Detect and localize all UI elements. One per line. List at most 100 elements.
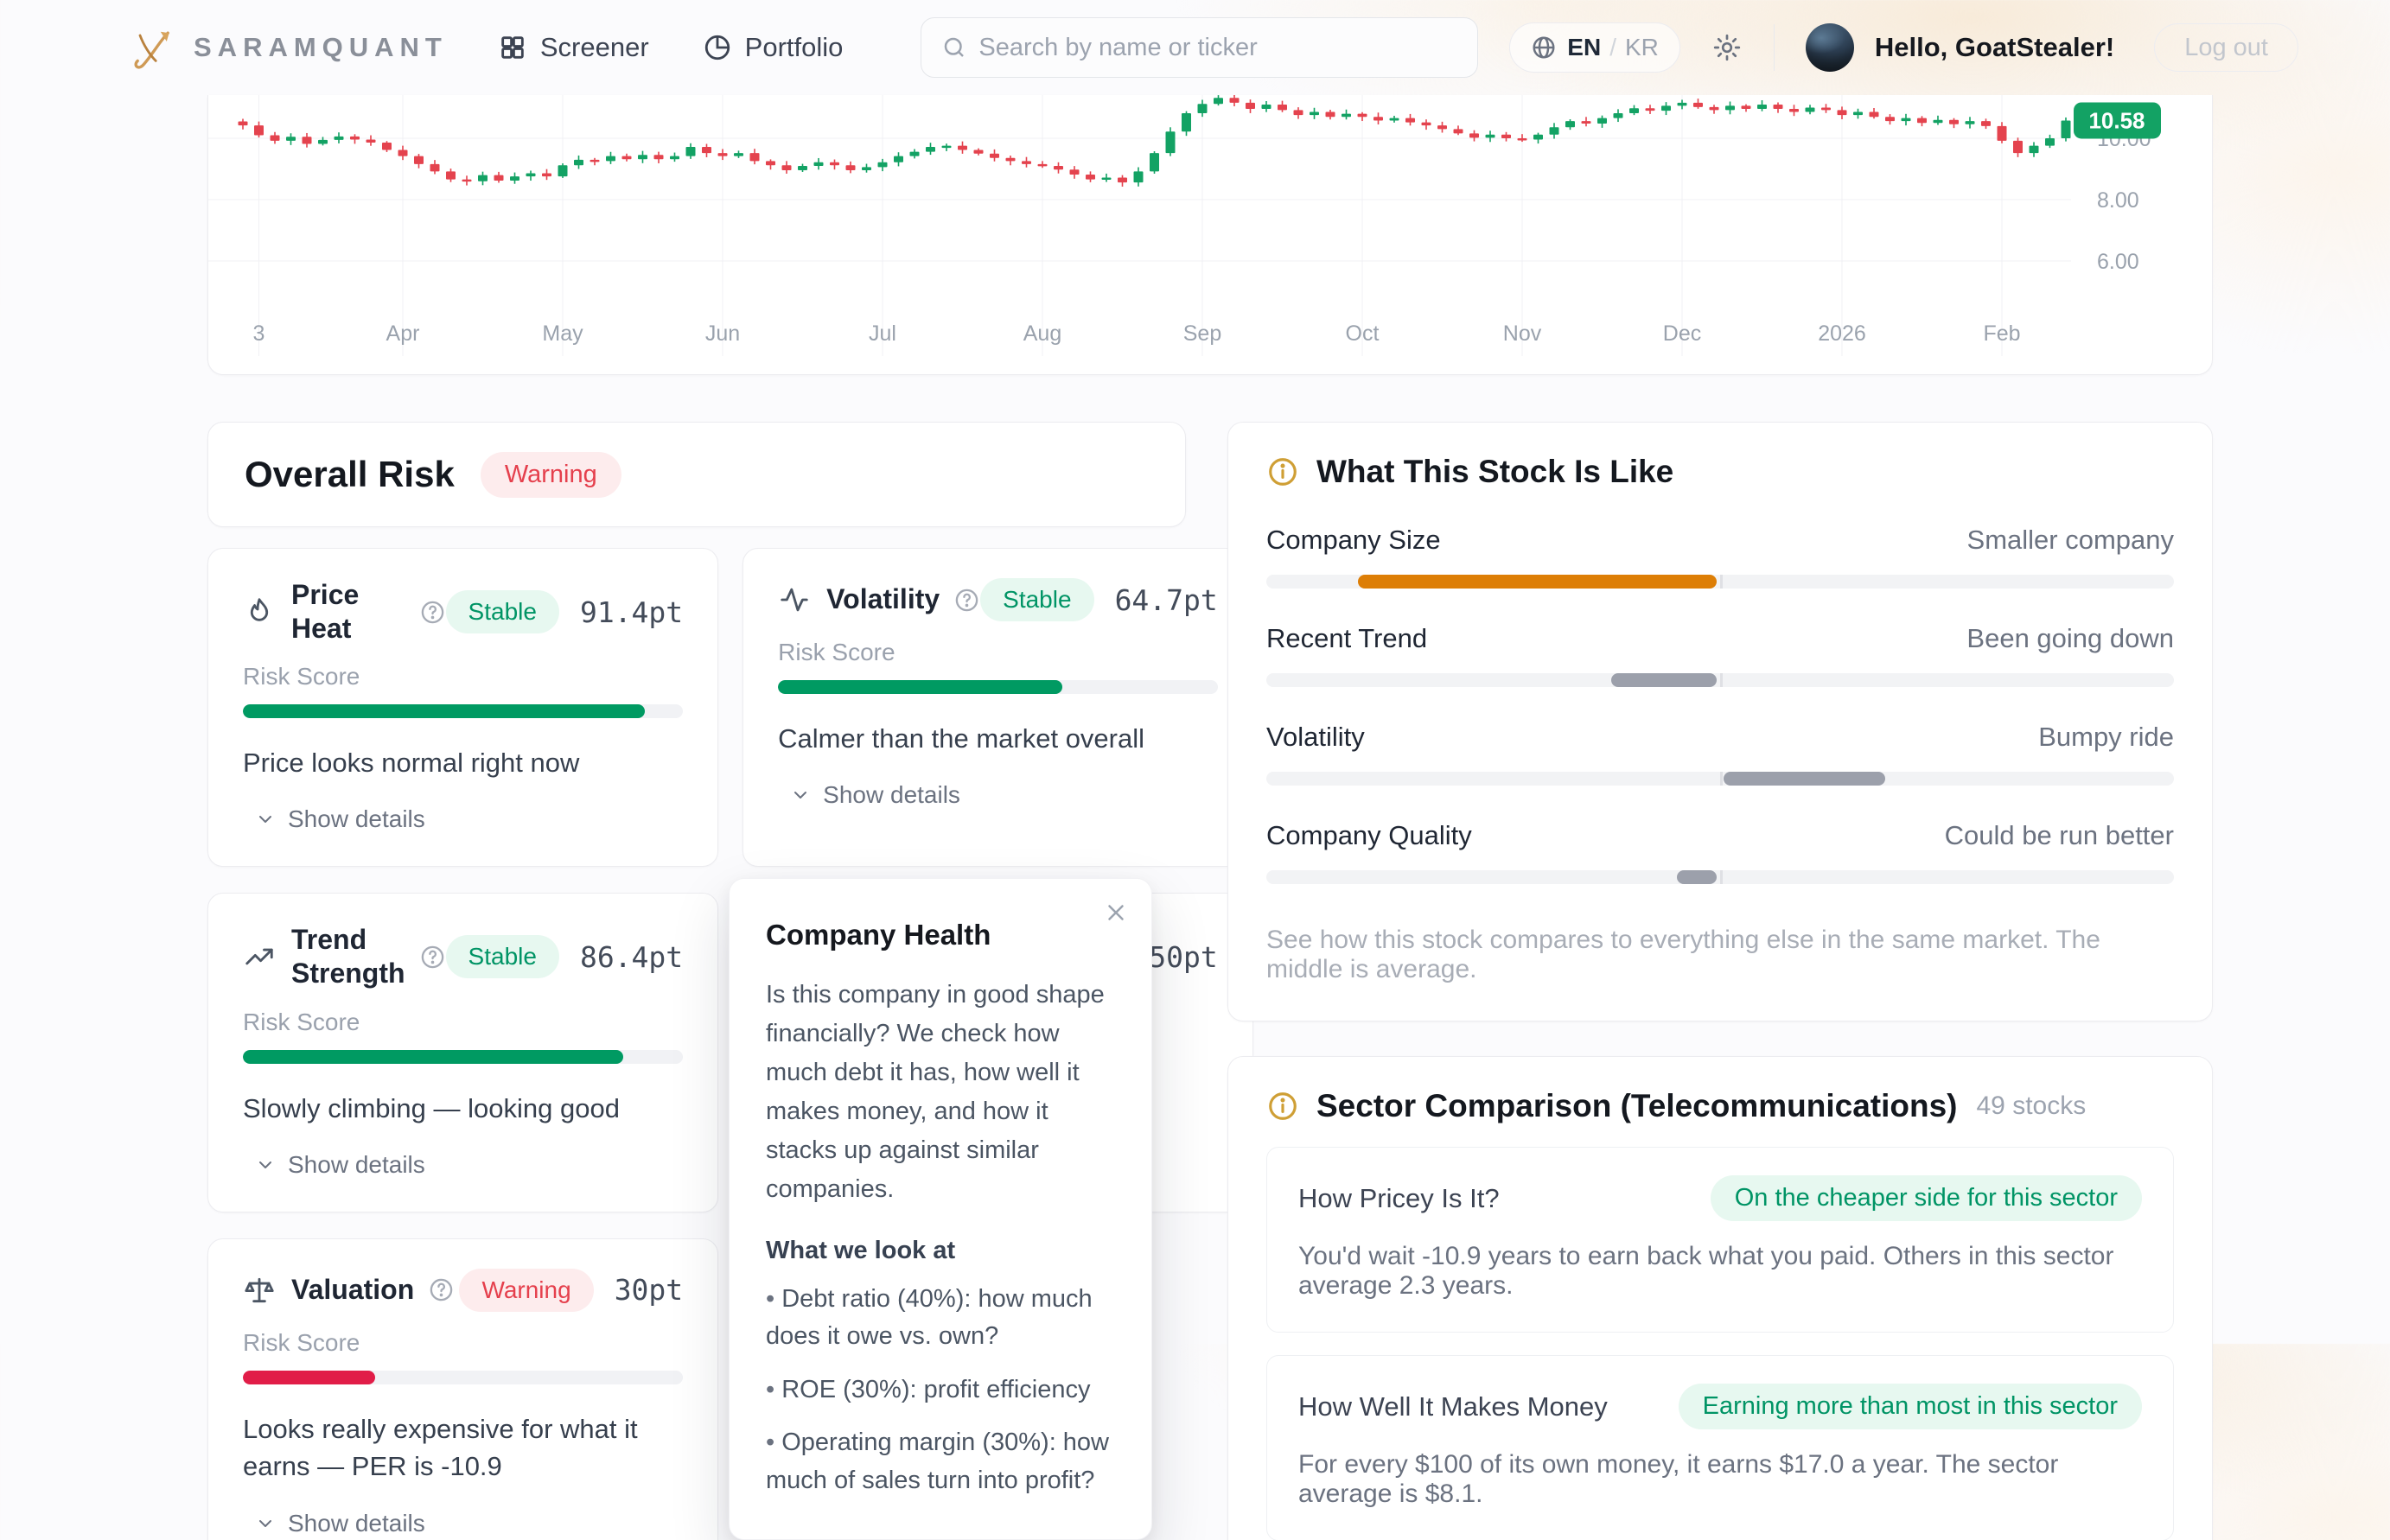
range-segment xyxy=(1611,673,1717,687)
logo-swoosh-icon xyxy=(128,23,176,72)
lang-divider: / xyxy=(1609,34,1616,60)
sector-item-earnings: How Well It Makes Money Earning more tha… xyxy=(1266,1355,2174,1540)
popup-title: Company Health xyxy=(766,919,991,951)
row-value: Smaller company xyxy=(1966,525,2174,555)
metric-card-trend-strength: Trend Strength Stable 86.4pt Risk Score xyxy=(207,893,719,1212)
range-bar xyxy=(1266,772,2174,786)
svg-text:Jul: Jul xyxy=(869,321,896,346)
risk-score-fill xyxy=(778,680,1063,694)
app-header: SARAMQUANT Screener Portfolio xyxy=(0,0,2390,95)
svg-text:Nov: Nov xyxy=(1503,321,1542,346)
metric-description: Price looks normal right now xyxy=(243,748,580,779)
nav-item-portfolio[interactable]: Portfolio xyxy=(703,32,844,63)
range-bar xyxy=(1266,575,2174,589)
metric-points: 30pt xyxy=(614,1273,684,1308)
settings-button[interactable] xyxy=(1711,32,1743,63)
language-toggle[interactable]: EN / KR xyxy=(1509,22,1680,73)
candlestick-chart[interactable]: 3 Apr May Jun Jul Aug Sep Oct Nov Dec 2026 Feb10.00… xyxy=(208,95,2212,374)
search-input[interactable] xyxy=(921,17,1479,78)
metric-card-volatility: Volatility Stable 64.7pt Risk Score xyxy=(742,548,1253,868)
nav-item-screener[interactable]: Screener xyxy=(498,32,649,63)
help-icon[interactable] xyxy=(953,587,980,614)
comparison-column: What This Stock Is Like Company Size Sma… xyxy=(1227,422,2213,1540)
activity-icon xyxy=(778,583,811,616)
svg-text:Sep: Sep xyxy=(1183,321,1221,346)
sector-item-title: How Well It Makes Money xyxy=(1298,1390,1608,1422)
row-label: Company Size xyxy=(1266,525,1441,555)
svg-text:Feb: Feb xyxy=(1983,321,2020,346)
metric-points: 64.7pt xyxy=(1114,582,1218,617)
chevron-down-icon xyxy=(255,809,276,830)
svg-text:Aug: Aug xyxy=(1023,321,1061,346)
chevron-down-icon xyxy=(255,1155,276,1175)
info-icon[interactable] xyxy=(1266,1090,1299,1123)
risk-score-label: Risk Score xyxy=(243,663,360,690)
risk-score-fill xyxy=(243,704,646,719)
svg-text:Jun: Jun xyxy=(705,321,740,346)
saramquant-logo[interactable]: SARAMQUANT xyxy=(128,23,448,72)
metric-badge: Stable xyxy=(980,578,1094,621)
help-icon[interactable] xyxy=(419,599,446,626)
lang-en: EN xyxy=(1567,34,1602,60)
popup-bullet: Operating margin (30%): how much of sale… xyxy=(766,1424,1115,1499)
row-label: Company Quality xyxy=(1266,820,1472,850)
svg-text:8.00: 8.00 xyxy=(2097,188,2139,213)
sector-item-description: You'd wait -10.9 years to earn back what… xyxy=(1298,1242,2114,1300)
search-box xyxy=(921,17,1479,78)
svg-text:Dec: Dec xyxy=(1663,321,1701,346)
company-health-popup: Company Health Is this company in good s… xyxy=(729,878,1152,1540)
chevron-down-icon xyxy=(790,785,811,805)
show-details-label: Show details xyxy=(823,781,960,809)
search-icon xyxy=(941,35,967,60)
row-value: Been going down xyxy=(1966,623,2174,653)
show-details-toggle[interactable]: Show details xyxy=(243,1510,683,1537)
risk-score-label: Risk Score xyxy=(243,1328,360,1356)
range-bar xyxy=(1266,673,2174,687)
row-label: Volatility xyxy=(1266,722,1365,752)
profile-row-company-size: Company Size Smaller company xyxy=(1266,525,2174,589)
metric-card-valuation: Valuation Warning 30pt Risk Score xyxy=(207,1238,719,1540)
show-details-toggle[interactable]: Show details xyxy=(243,805,683,833)
close-icon[interactable] xyxy=(1103,900,1129,926)
page-content: 3 Apr May Jun Jul Aug Sep Oct Nov Dec 2026 Feb 10.00… xyxy=(207,95,2213,1540)
panel-footnote: See how this stock compares to everythin… xyxy=(1266,926,2100,983)
popup-bullet: Debt ratio (40%): how much does it owe v… xyxy=(766,1281,1115,1356)
metric-description: Slowly climbing — looking good xyxy=(243,1092,620,1123)
svg-text:10.58: 10.58 xyxy=(2088,107,2145,133)
row-label: Recent Trend xyxy=(1266,623,1428,653)
svg-text:3: 3 xyxy=(253,321,265,346)
metric-description: Calmer than the market overall xyxy=(778,723,1145,754)
show-details-label: Show details xyxy=(288,1150,425,1178)
metric-points: 91.4pt xyxy=(579,595,684,629)
help-icon[interactable] xyxy=(419,944,446,970)
header-divider xyxy=(1773,24,1775,71)
metric-title: Price Heat xyxy=(291,579,360,645)
metric-badge: Warning xyxy=(459,1268,594,1312)
chevron-down-icon xyxy=(255,1513,276,1534)
svg-text:May: May xyxy=(542,321,583,346)
user-greeting: Hello, GoatStealer! xyxy=(1874,32,2115,62)
trending-up-icon xyxy=(243,940,276,973)
lang-kr[interactable]: KR xyxy=(1624,34,1659,60)
metric-description: Looks really expensive for what it earns… xyxy=(243,1413,638,1482)
help-icon[interactable] xyxy=(428,1276,455,1303)
overall-risk-badge: Warning xyxy=(480,451,621,498)
show-details-label: Show details xyxy=(288,1509,425,1537)
risk-score-bar xyxy=(243,1049,684,1064)
row-value: Bumpy ride xyxy=(2038,722,2174,752)
show-details-toggle[interactable]: Show details xyxy=(778,781,1218,809)
show-details-toggle[interactable]: Show details xyxy=(243,1151,683,1179)
panel-title: Sector Comparison (Telecommunications) xyxy=(1316,1088,1958,1123)
grid-icon xyxy=(498,33,527,62)
user-avatar[interactable] xyxy=(1805,23,1854,72)
popup-bullet: ROE (30%): profit efficiency xyxy=(766,1371,1115,1410)
logout-button[interactable]: Log out xyxy=(2154,23,2298,72)
metric-badge: Stable xyxy=(445,935,559,979)
info-icon[interactable] xyxy=(1266,455,1299,488)
metric-points: 86.4pt xyxy=(579,939,684,974)
sector-item-pricey: How Pricey Is It? On the cheaper side fo… xyxy=(1266,1147,2174,1333)
nav-label: Screener xyxy=(539,32,649,62)
svg-text:6.00: 6.00 xyxy=(2097,250,2139,274)
brand-name: SARAMQUANT xyxy=(194,32,448,62)
nav-label: Portfolio xyxy=(744,32,844,62)
